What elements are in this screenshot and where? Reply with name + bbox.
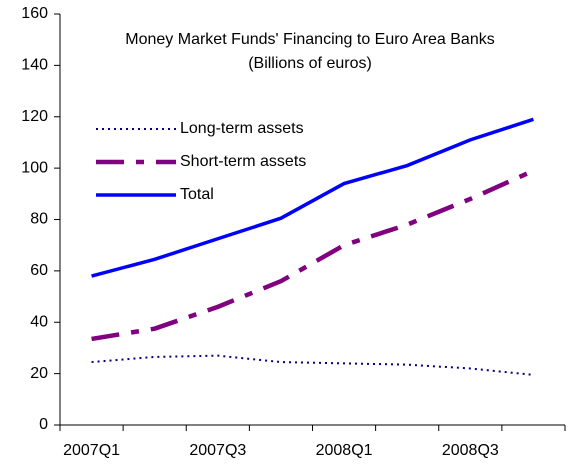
x-tick-label: 2008Q3 [442, 442, 499, 459]
y-tick-label: 20 [30, 365, 48, 382]
chart-subtitle: (Billions of euros) [248, 55, 372, 72]
y-tick-label: 120 [21, 108, 48, 125]
y-tick-label: 140 [21, 57, 48, 74]
x-tick-label: 2007Q1 [63, 442, 120, 459]
series-line [91, 117, 534, 278]
y-tick-label: 0 [39, 416, 48, 433]
legend-label: Short-term assets [180, 153, 306, 170]
legend-label: Total [180, 186, 214, 203]
chart-title: Money Market Funds' Financing to Euro Ar… [125, 31, 494, 48]
y-tick-label: 80 [30, 211, 48, 228]
y-tick-label: 40 [30, 313, 48, 330]
x-tick-label: 2008Q1 [316, 442, 373, 459]
legend-label: Long-term assets [180, 120, 304, 137]
x-tick-label: 2007Q3 [189, 442, 246, 459]
y-tick-label: 100 [21, 159, 48, 176]
series-line [91, 354, 534, 376]
y-tick-label: 160 [21, 5, 48, 22]
series-line [91, 168, 535, 342]
y-tick-label: 60 [30, 262, 48, 279]
